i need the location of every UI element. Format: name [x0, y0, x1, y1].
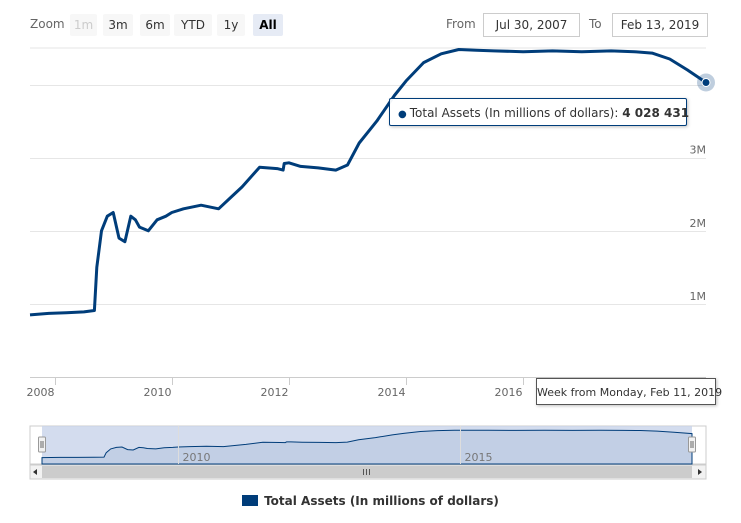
series-tooltip: ● Total Assets (In millions of dollars): …	[389, 98, 687, 126]
hover-point[interactable]	[702, 78, 710, 86]
tooltip-bullet-icon: ●	[398, 109, 407, 120]
y-tick-label: 3M	[690, 144, 707, 157]
x-tick-label: 2008	[27, 386, 55, 399]
navigator[interactable]: 2010 2015	[30, 426, 706, 479]
series-line-total-assets[interactable]	[30, 50, 706, 315]
y-tick-label: 1M	[690, 290, 707, 303]
grid-lines	[30, 48, 706, 305]
x-tick-label: 2014	[378, 386, 406, 399]
navigator-tick-label: 2015	[465, 451, 493, 464]
x-tick-label: 2016	[495, 386, 523, 399]
x-tick-label: 2010	[144, 386, 172, 399]
navigator-tick-label: 2010	[183, 451, 211, 464]
navigator-left-handle[interactable]	[39, 437, 46, 452]
legend-swatch	[242, 495, 258, 506]
series-layer	[30, 50, 715, 315]
x-tick-label: 2012	[261, 386, 289, 399]
legend-label[interactable]: Total Assets (In millions of dollars)	[264, 494, 499, 508]
legend[interactable]: Total Assets (In millions of dollars)	[0, 494, 741, 508]
axes: 1M 2M 3M 2008 2010 2012 2014 2016	[27, 144, 707, 399]
y-tick-label: 2M	[690, 217, 707, 230]
navigator-right-handle[interactable]	[689, 437, 696, 452]
tooltip-series-label: Total Assets (In millions of dollars):	[410, 106, 619, 120]
x-axis-tooltip: Week from Monday, Feb 11, 2019	[536, 378, 716, 405]
tooltip-value: 4 028 431	[622, 106, 689, 120]
